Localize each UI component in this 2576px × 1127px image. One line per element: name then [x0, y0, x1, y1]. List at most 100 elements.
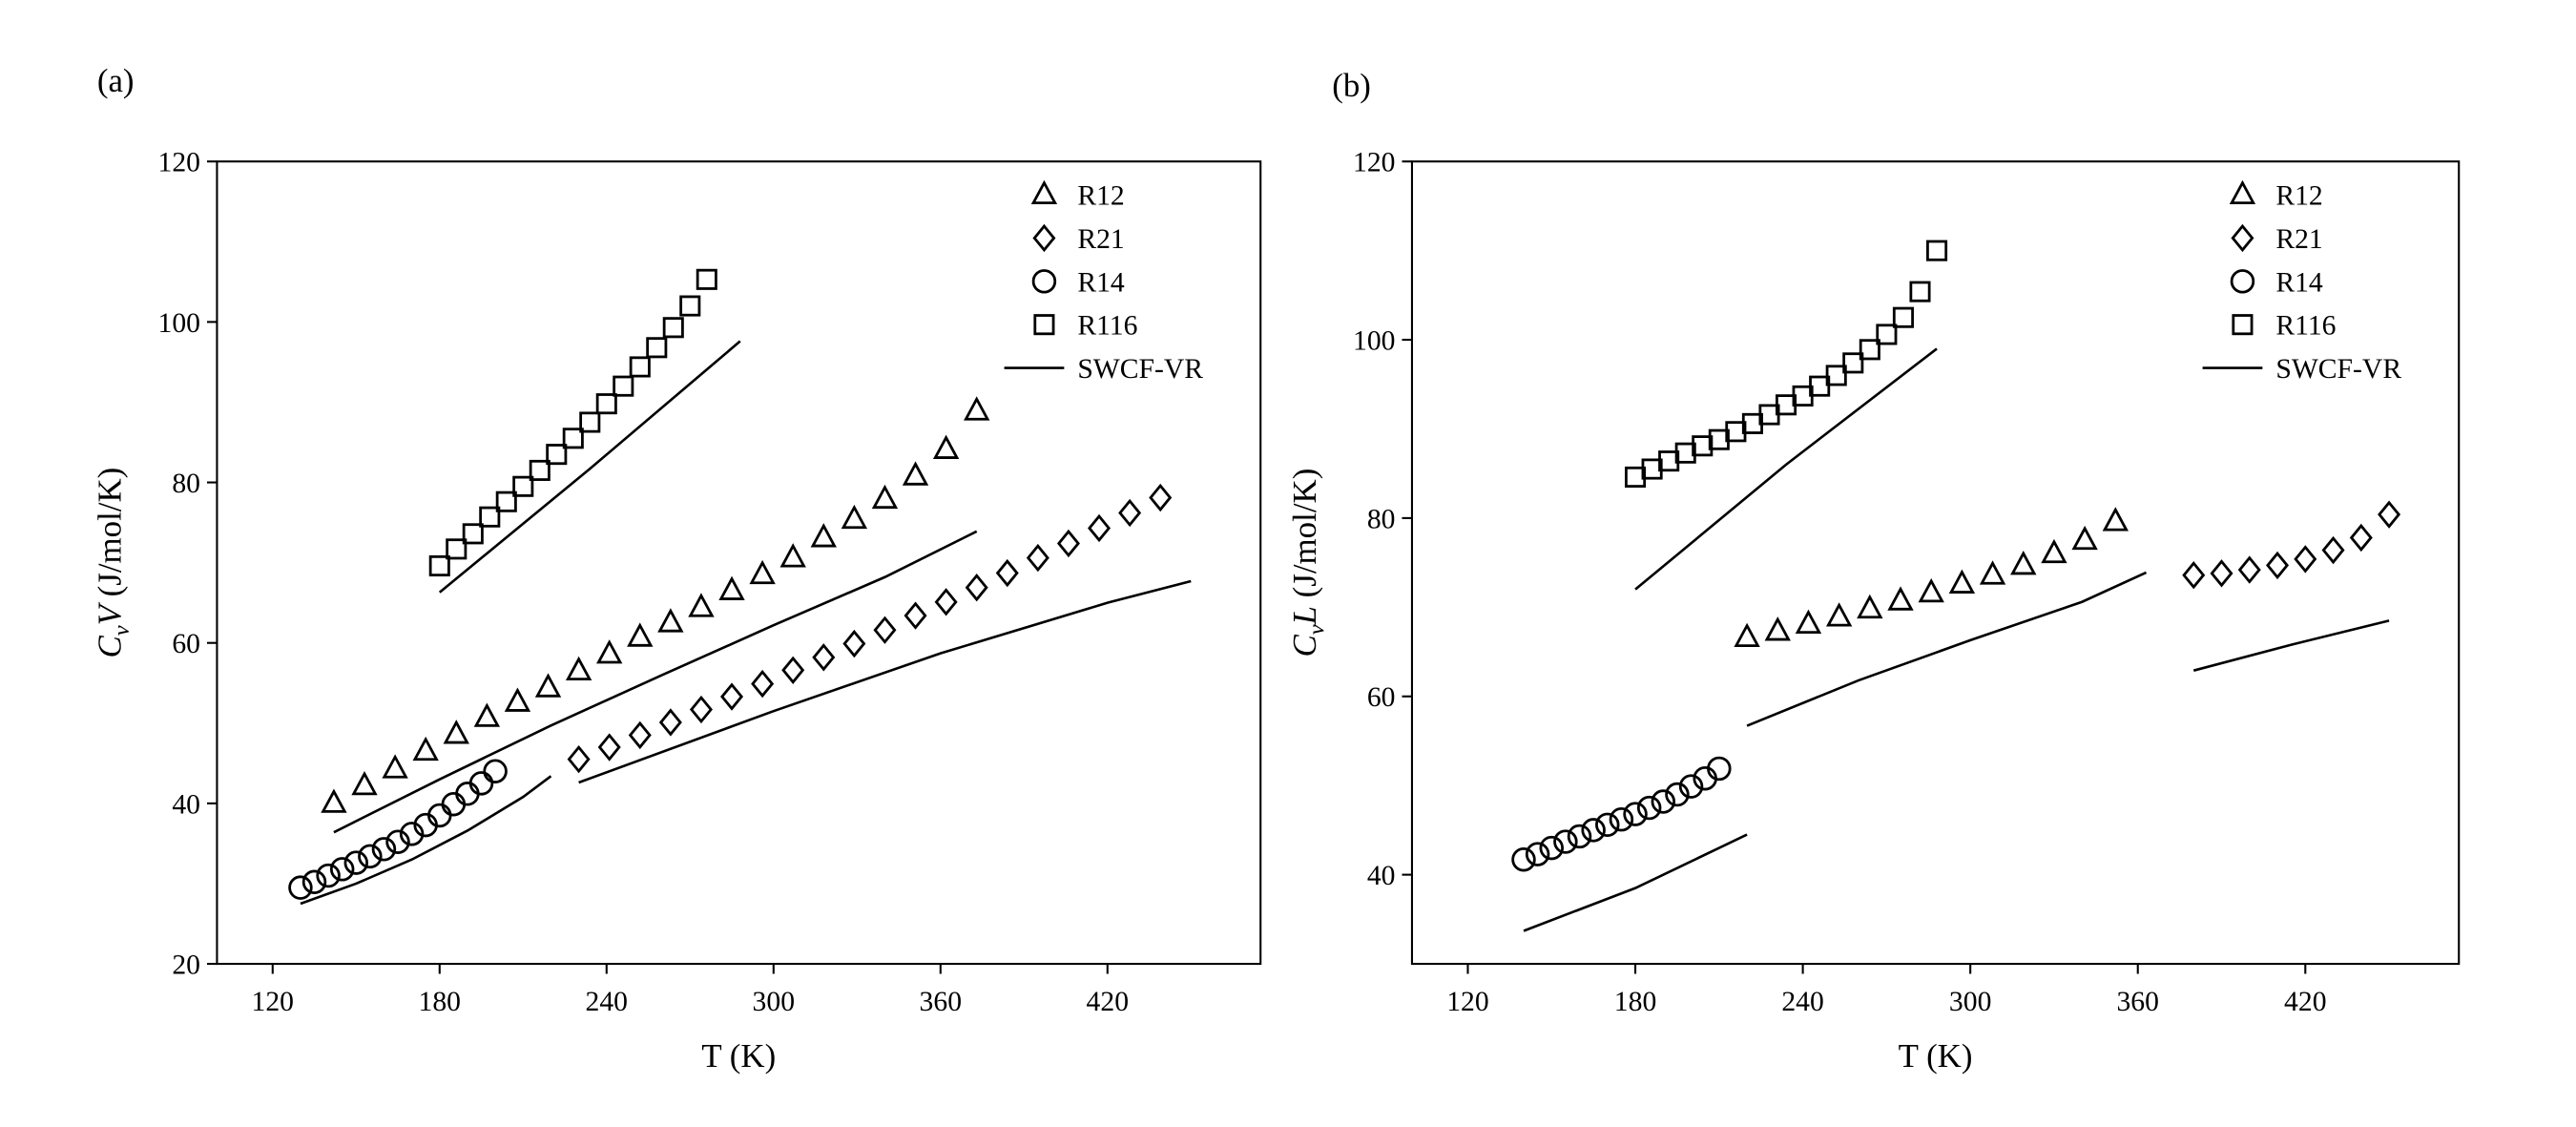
- diamond-marker: [873, 616, 897, 644]
- circle-marker: [358, 844, 383, 869]
- y-tick-label: 100: [1353, 326, 1395, 357]
- diamond-marker: [812, 643, 836, 672]
- triangle-marker: [1887, 586, 1914, 611]
- square-marker: [1674, 442, 1696, 464]
- y-tick-label: 120: [158, 148, 200, 178]
- circle-marker: [1525, 842, 1550, 866]
- diamond-marker: [720, 682, 744, 711]
- diamond-marker: [2231, 223, 2254, 253]
- y-tick-label: 40: [172, 789, 200, 820]
- square-marker: [1909, 281, 1931, 303]
- circle-marker: [483, 759, 508, 783]
- y-axis-label-part: (J/mol/K): [91, 468, 128, 597]
- circle-marker: [1678, 774, 1704, 799]
- diamond-marker: [2210, 559, 2233, 588]
- x-tick-label: 120: [252, 987, 294, 1017]
- triangle-marker: [565, 656, 592, 681]
- triangle-marker: [382, 754, 408, 779]
- x-tick-label: 180: [419, 987, 461, 1017]
- triangle-marker: [810, 523, 837, 548]
- diamond-marker: [2349, 523, 2373, 553]
- legend-label: R21: [2275, 224, 2322, 255]
- triangle-marker: [1857, 594, 1883, 619]
- x-tick-label: 420: [1087, 987, 1129, 1017]
- diamond-marker: [689, 695, 713, 724]
- circle-marker: [441, 791, 467, 817]
- diamond-marker: [1118, 498, 1142, 528]
- diamond-marker: [2237, 555, 2261, 584]
- x-tick-label: 240: [586, 987, 628, 1017]
- circle-marker: [1651, 789, 1676, 814]
- square-marker: [595, 393, 617, 415]
- triangle-marker: [2071, 525, 2098, 551]
- triangle-marker: [412, 736, 439, 762]
- y-tick-label: 120: [1353, 148, 1395, 178]
- triangle-marker: [1918, 577, 1944, 603]
- diamond-marker: [628, 720, 652, 750]
- triangle-marker: [1795, 609, 1822, 634]
- square-marker: [462, 523, 484, 545]
- square-marker: [446, 538, 467, 560]
- square-marker: [1876, 323, 1898, 345]
- square-marker: [662, 317, 684, 339]
- triangle-marker: [627, 622, 654, 647]
- square-marker: [679, 295, 701, 317]
- circle-marker: [1581, 818, 1606, 843]
- circle-marker: [455, 782, 480, 806]
- square-marker: [1892, 306, 1914, 328]
- circle-marker: [1707, 756, 1732, 782]
- triangle-marker: [2010, 551, 2037, 575]
- panel-label: (a): [97, 62, 135, 99]
- model-line: [300, 340, 1192, 906]
- legend-label: R21: [1077, 224, 1124, 255]
- square-marker: [696, 268, 717, 290]
- y-tick-label: 20: [172, 950, 200, 981]
- triangle-marker: [2229, 179, 2256, 205]
- triangle-marker: [1948, 569, 1976, 594]
- diamond-marker: [567, 744, 591, 774]
- y-tick-label: 40: [1367, 861, 1396, 891]
- triangle-marker: [902, 461, 929, 486]
- circle-marker: [1553, 829, 1578, 854]
- y-axis-label-part: C: [91, 636, 128, 658]
- diamond-marker: [658, 708, 682, 737]
- diamond-marker: [597, 733, 621, 762]
- legend-label: R12: [2275, 181, 2322, 212]
- x-tick-label: 360: [2116, 987, 2158, 1017]
- circle-marker: [1595, 812, 1620, 838]
- circle-marker: [1665, 782, 1690, 807]
- triangle-marker: [779, 543, 806, 568]
- diamond-marker: [904, 601, 927, 630]
- circle-marker: [1636, 795, 1662, 821]
- triangle-marker: [718, 575, 745, 600]
- square-marker: [1859, 339, 1880, 361]
- square-marker: [579, 411, 601, 433]
- triangle-marker: [657, 608, 684, 633]
- triangle-marker: [473, 702, 501, 727]
- triangle-marker: [2041, 538, 2067, 564]
- triangle-marker: [2102, 507, 2129, 532]
- diamond-marker: [1026, 543, 1049, 573]
- circle-marker: [1539, 835, 1564, 861]
- y-axis-label-part: L: [1286, 606, 1323, 625]
- circle-marker: [1567, 824, 1592, 849]
- plot-frame: [216, 160, 1262, 966]
- y-axis-label-part: v: [1304, 624, 1330, 635]
- circle-marker: [371, 837, 397, 862]
- circle-marker: [288, 875, 313, 900]
- square-marker: [512, 475, 534, 497]
- triangle-marker: [688, 593, 715, 617]
- y-axis-label-part: C: [1286, 635, 1323, 657]
- square-marker: [629, 356, 651, 378]
- square-marker: [546, 444, 568, 466]
- legend-label: SWCF-VR: [1077, 354, 1203, 385]
- triangle-marker: [321, 788, 347, 813]
- triangle-marker: [443, 720, 469, 744]
- x-tick-label: 300: [1949, 987, 1991, 1017]
- y-tick-label: 80: [172, 469, 200, 499]
- diamond-marker: [1088, 513, 1111, 543]
- square-marker: [495, 490, 517, 512]
- square-marker: [479, 506, 501, 528]
- square-marker: [1809, 375, 1831, 397]
